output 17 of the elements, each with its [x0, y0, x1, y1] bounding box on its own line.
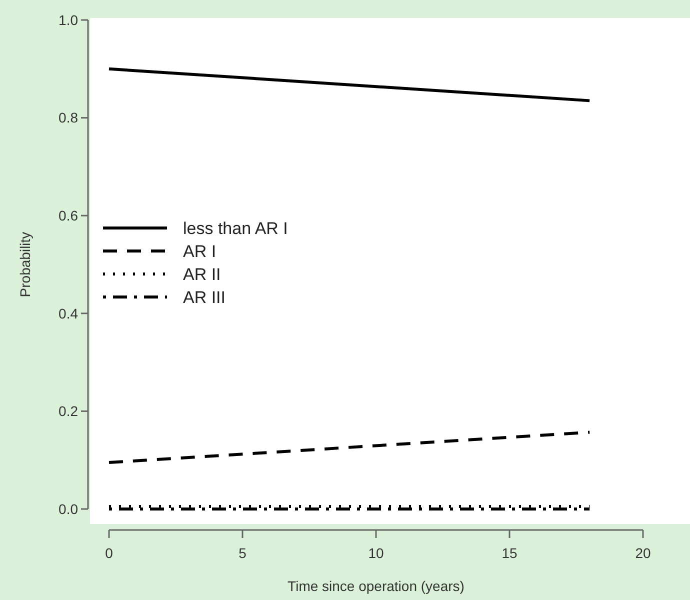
x-tick-label: 0: [105, 545, 114, 561]
y-axis-title: Probability: [17, 232, 33, 298]
legend-label: less than AR I: [183, 218, 288, 238]
legend-label: AR II: [183, 264, 221, 284]
x-tick-label: 20: [635, 545, 651, 561]
x-tick-label: 15: [502, 545, 518, 561]
x-tick-label: 5: [238, 545, 247, 561]
x-axis-title: Time since operation (years): [288, 578, 464, 594]
legend-label: AR I: [183, 242, 216, 261]
y-tick-label: 0.0: [58, 500, 78, 517]
y-tick-label: 1.0: [58, 12, 78, 28]
x-tick-label: 10: [368, 545, 384, 561]
y-tick-label: 0.4: [58, 305, 78, 322]
y-tick-label: 0.6: [58, 208, 78, 224]
legend-label: AR III: [183, 288, 226, 307]
y-tick-label: 0.2: [58, 403, 78, 420]
y-tick-label: 0.8: [58, 110, 78, 126]
